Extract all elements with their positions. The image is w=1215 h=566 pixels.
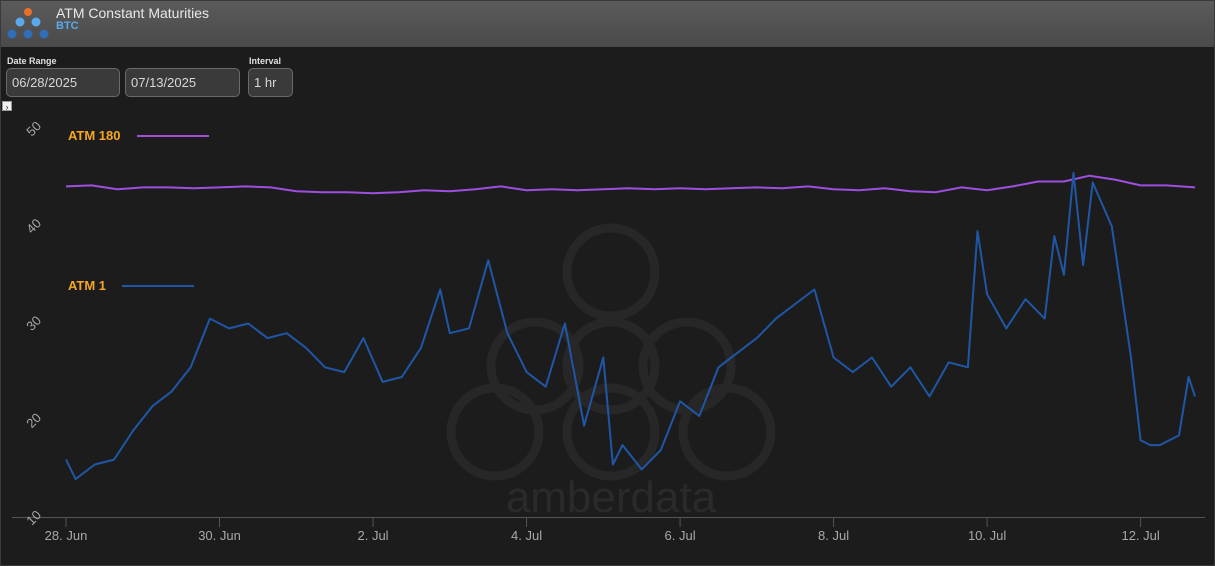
x-tick-label: 8. Jul [818, 528, 849, 543]
y-tick-label: 20 [23, 410, 44, 431]
asset-label: BTC [56, 20, 79, 32]
x-tick-label: 10. Jul [968, 528, 1006, 543]
end-date-input[interactable]: 07/13/2025 [125, 68, 240, 97]
expand-panel-button[interactable]: › [2, 101, 12, 112]
chart-area: amberdata 10 20 30 40 50 28. Jun 30. Jun 2. Ju… [12, 118, 1205, 543]
date-range-label: Date Range [7, 56, 57, 66]
y-tick-label: 40 [23, 215, 44, 236]
start-date-input[interactable]: 06/28/2025 [6, 68, 120, 97]
legend-label-atm-180: ATM 180 [68, 128, 121, 143]
series-line-atm-180 [65, 174, 1196, 195]
interval-select[interactable]: 1 hr [248, 68, 293, 97]
x-tick-label: 28. Jun [45, 528, 88, 543]
y-tick-label: 30 [23, 313, 44, 334]
y-axis: 10 20 30 40 50 [23, 118, 44, 528]
x-tick-label: 30. Jun [198, 528, 241, 543]
interval-label: Interval [249, 56, 282, 66]
x-tick-label: 6. Jul [665, 528, 696, 543]
x-axis: 28. Jun 30. Jun 2. Jul 4. Jul 6. Jul 8. Jul 10… [45, 518, 1160, 543]
x-tick-label: 12. Jul [1121, 528, 1159, 543]
page-title: ATM Constant Maturities [56, 5, 210, 21]
y-tick-label: 50 [23, 118, 44, 139]
watermark: amberdata [446, 223, 776, 522]
header-bar: ATM Constant Maturities BTC [1, 1, 1214, 47]
legend: ATM 180 ATM 1 [68, 128, 209, 293]
series-line-atm-1 [65, 171, 1196, 481]
x-tick-label: 2. Jul [357, 528, 388, 543]
legend-label-atm-1: ATM 1 [68, 278, 106, 293]
x-tick-label: 4. Jul [511, 528, 542, 543]
amberdata-logo-icon [7, 8, 49, 39]
plot-lines [65, 171, 1196, 481]
y-tick-label: 10 [23, 507, 44, 528]
watermark-text: amberdata [506, 473, 717, 522]
